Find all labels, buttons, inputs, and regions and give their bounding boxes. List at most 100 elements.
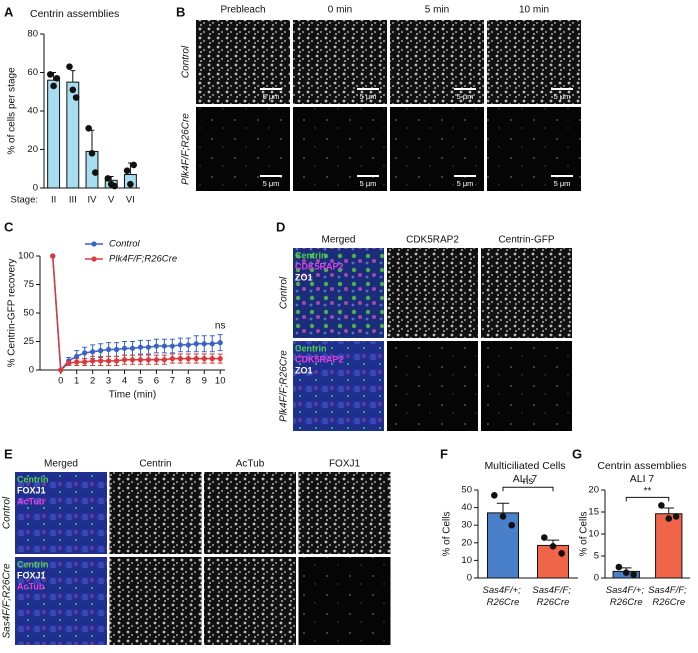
stain-label: CDK5RAP2 (295, 354, 344, 364)
data-point (201, 341, 207, 347)
micrograph (15, 557, 107, 645)
data-point (177, 356, 183, 362)
data-point (69, 86, 77, 94)
data-point (121, 357, 128, 363)
x-tick-label: VI (126, 195, 135, 206)
legend-label: Control (109, 239, 141, 250)
y-axis-label: % Centrin-GFP recovery (7, 259, 18, 368)
data-point (130, 161, 138, 169)
column-header: CDK5RAP2 (406, 235, 459, 246)
x-tick-label: II (51, 195, 56, 206)
data-point (169, 356, 175, 362)
x-tick-label: 9 (202, 376, 207, 387)
y-tick-label: 60 (27, 67, 38, 78)
y-tick-label: 0 (29, 365, 34, 376)
stain-label: CDK5RAP2 (295, 261, 344, 271)
micrograph (109, 557, 202, 645)
x-tick-label: V (108, 195, 115, 206)
micrograph (109, 472, 202, 554)
panel-letter: C (4, 219, 14, 234)
x-tick-label: Sas4F/+; R26Cre (606, 585, 647, 608)
data-point (90, 358, 96, 364)
x-tick-label: 1 (74, 376, 79, 387)
data-point (105, 358, 112, 364)
data-point (88, 150, 96, 157)
data-point (121, 345, 128, 351)
data-point (113, 346, 120, 353)
stain-label: Centrin (17, 474, 49, 484)
chart-title: Multiciliated Cells (484, 460, 565, 472)
x-tick-label: 2 (90, 376, 95, 387)
row-label: Control (181, 45, 192, 78)
data-point (92, 169, 99, 176)
row-label: Sas4F/F;R26Cre (2, 563, 13, 638)
data-point (665, 515, 673, 522)
data-point (145, 344, 152, 350)
micrograph (481, 341, 572, 431)
data-point (209, 356, 215, 362)
data-point (217, 340, 223, 346)
scale-bar-label: 5 μm (554, 179, 571, 188)
y-tick-label: 0 (594, 573, 599, 584)
row-label: Control (2, 496, 13, 529)
x-tick-label: 4 (122, 376, 127, 387)
annotation: ns (215, 320, 226, 331)
stain-label: FOXJ1 (17, 570, 46, 580)
row-label: Plk4F/F;R26Cre (181, 113, 192, 185)
panel-letter: D (276, 219, 285, 234)
bar (655, 513, 683, 579)
error-bar (663, 507, 675, 514)
y-tick-label: 50 (461, 485, 472, 496)
column-header: Merged (322, 235, 356, 246)
bar (537, 544, 569, 579)
data-point (622, 569, 630, 577)
data-point (85, 125, 92, 132)
significance-label: ** (644, 486, 652, 497)
x-tick-label: Sas4F/F; R26Cre (532, 585, 573, 608)
significance-bracket (625, 496, 670, 502)
data-point (161, 343, 167, 349)
y-tick-label: 20 (461, 537, 472, 548)
error-bar (89, 129, 95, 152)
y-tick-label: 10 (461, 555, 472, 566)
data-point (50, 253, 56, 259)
data-point (127, 180, 134, 188)
x-tick-label: 0 (58, 376, 63, 387)
data-point (193, 341, 199, 347)
micrograph (204, 472, 296, 554)
scale-bar-label: 5 μm (360, 179, 377, 188)
data-point (111, 182, 118, 190)
chart-title: Centrin assemblies (30, 8, 119, 20)
data-point (185, 342, 191, 348)
micrograph (298, 472, 391, 554)
data-point (209, 341, 215, 347)
row-label: Control (279, 276, 290, 309)
data-point (137, 357, 144, 363)
panel-letter: F (440, 446, 448, 461)
y-axis-label: % of Cells (579, 511, 590, 556)
x-tick-label: 6 (154, 376, 159, 387)
data-point (104, 175, 112, 182)
y-tick-label: 25 (23, 336, 34, 347)
chart-subtitle: ALI 7 (630, 473, 655, 485)
stain-label: Centrin (295, 250, 327, 260)
y-tick-label: 0 (467, 573, 472, 584)
micrograph (293, 248, 384, 338)
x-tick-label: 5 (138, 376, 143, 387)
data-point (50, 82, 57, 90)
stain-label: AcTub (17, 581, 45, 591)
panel-letter: A (4, 4, 14, 19)
scale-bar-label: 5 μm (360, 92, 377, 101)
error-bar (496, 502, 510, 513)
data-point (541, 534, 548, 541)
column-header: Prebleach (220, 5, 265, 16)
significance-bracket (502, 486, 554, 492)
x-tick-label: IV (88, 195, 98, 206)
panel-letter: G (572, 446, 582, 461)
data-point (74, 353, 80, 359)
legend-swatch (91, 256, 97, 262)
column-header: Merged (44, 459, 78, 470)
data-point (499, 513, 507, 520)
data-point (123, 167, 131, 174)
x-tick-label: 8 (186, 376, 191, 387)
